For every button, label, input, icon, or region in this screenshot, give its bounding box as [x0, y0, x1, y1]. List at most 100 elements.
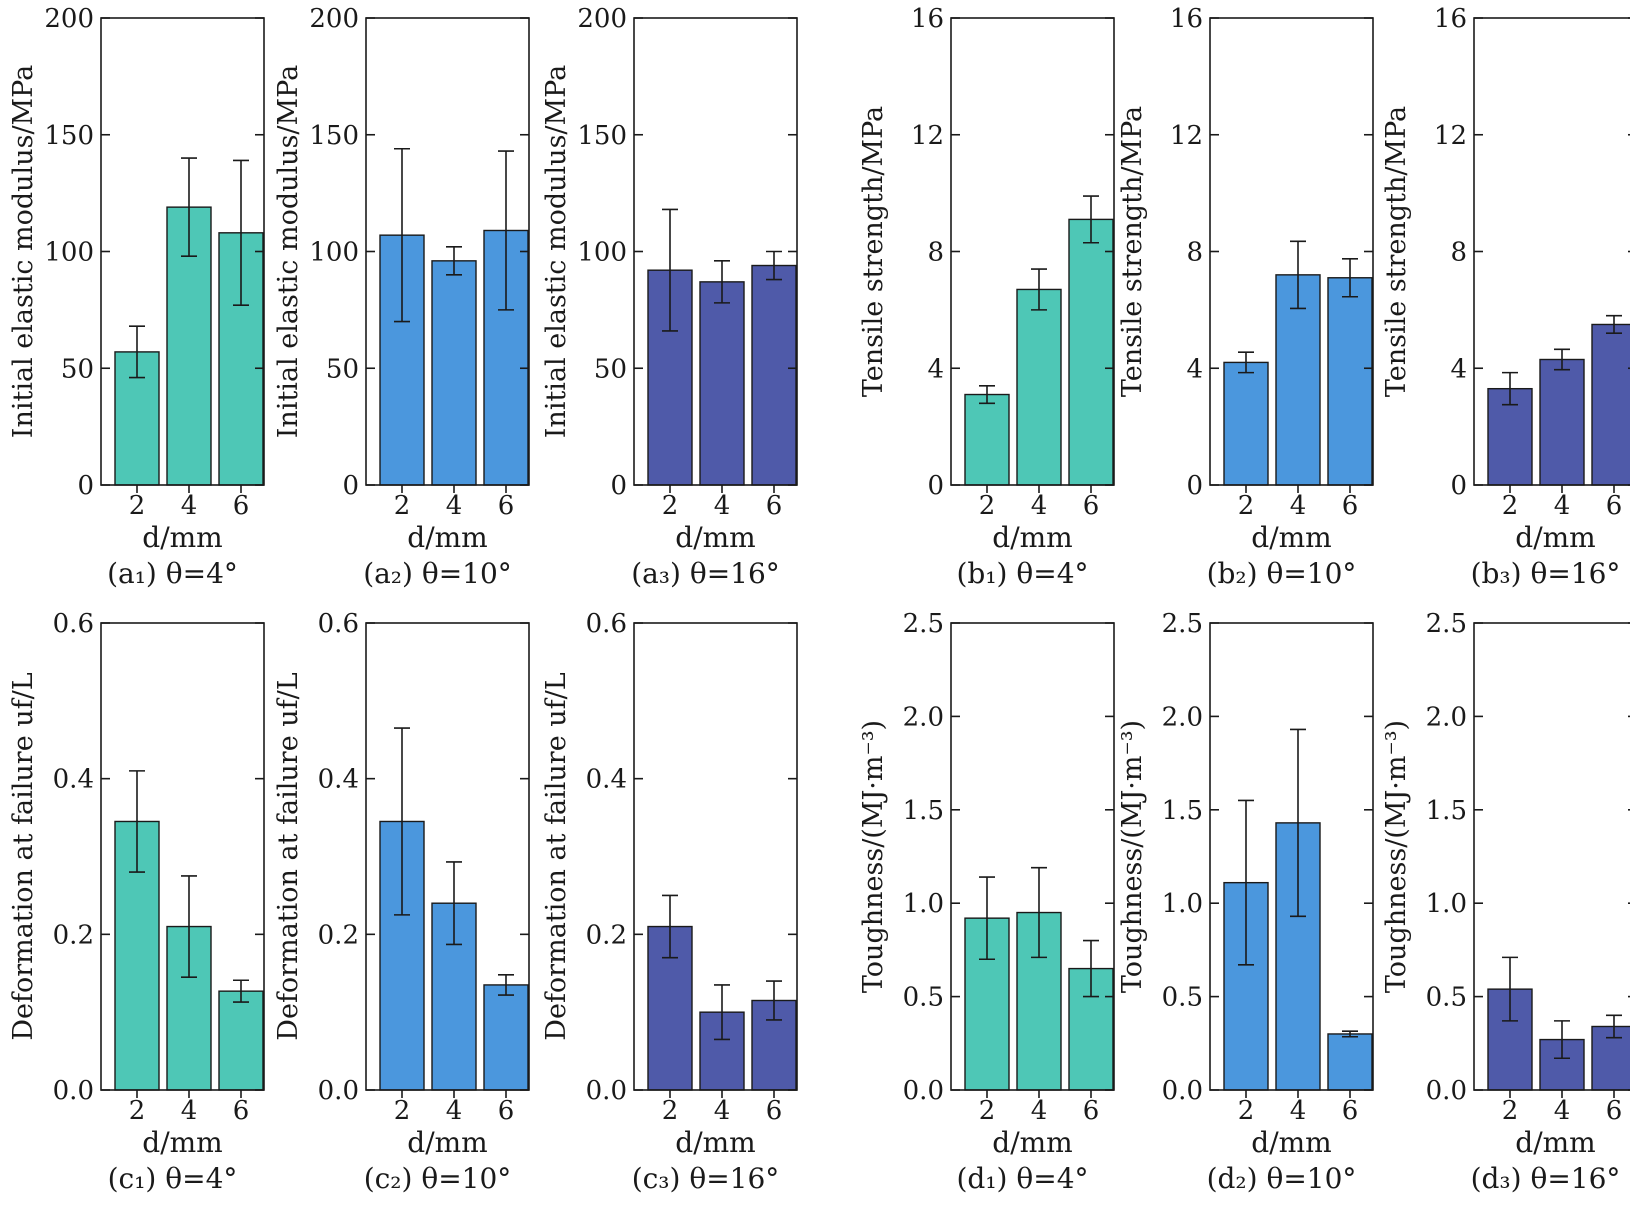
x-tick-label: 6 [1083, 1096, 1100, 1126]
y-tick-label: 4 [927, 354, 944, 384]
chart-panel: 0.0 0.5 1.0 1.5 2.0 2.5 2 4 6 d/mm(d₁) θ=4° Toughn… [858, 609, 1115, 1195]
error-bar [1342, 1030, 1358, 1038]
x-tick-label: 4 [714, 491, 731, 521]
error-bar [662, 894, 678, 959]
y-axis-label: Toughness/(MJ·m⁻³) [1381, 720, 1412, 993]
bar [1539, 358, 1585, 486]
error-bar [1083, 195, 1099, 244]
x-tick-label: 4 [1031, 491, 1048, 521]
y-tick-label: 8 [927, 238, 944, 268]
error-bar [233, 159, 249, 307]
y-tick-label: 4 [1186, 354, 1203, 384]
y-tick-label: 8 [1450, 238, 1467, 268]
y-tick-label: 0 [927, 471, 944, 501]
y-tick-label: 0.2 [586, 920, 627, 950]
error-bar [394, 147, 410, 323]
error-bar [181, 157, 197, 257]
x-tick-label: 2 [129, 491, 146, 521]
error-bar [498, 974, 514, 996]
y-tick-label: 4 [1450, 354, 1467, 384]
error-bar [1083, 939, 1099, 998]
error-bar [446, 861, 462, 946]
y-tick-label: 0.0 [586, 1076, 627, 1106]
x-tick-label: 6 [233, 1096, 250, 1126]
plot-frame [950, 622, 1115, 1091]
error-bar [129, 325, 145, 379]
y-tick-label: 0.0 [318, 1076, 359, 1106]
bar [1591, 323, 1630, 486]
bar [751, 264, 797, 486]
y-tick-label: 8 [1186, 238, 1203, 268]
y-tick-label: 1.5 [1426, 796, 1467, 826]
x-tick-label: 4 [1290, 491, 1307, 521]
chart-panel: 0 4 8 12 16 2 4 6 d/mm(b₁) θ=4° Tensile strength/… [858, 4, 1115, 590]
y-axis-label: Tensile strength/MPa [1117, 106, 1148, 397]
panel-caption: (a₃) θ=16° [631, 557, 780, 590]
y-tick-label: 200 [44, 4, 94, 34]
y-tick-label: 0.2 [318, 920, 359, 950]
error-bar [979, 876, 995, 961]
y-axis-label: Toughness/(MJ·m⁻³) [858, 720, 889, 993]
y-tick-label: 100 [44, 238, 94, 268]
x-tick-label: 2 [1238, 491, 1255, 521]
panel-caption: (d₁) θ=4° [956, 1162, 1088, 1195]
x-tick-label: 6 [1606, 1096, 1623, 1126]
bar [699, 281, 745, 486]
panel-caption: (c₃) θ=16° [632, 1162, 780, 1195]
y-axis-label: Initial elastic modulus/MPa [8, 65, 39, 438]
chart-panel: 0.0 0.2 0.4 0.6 2 4 6 d/mm(c₃) θ=16° Deformation… [541, 609, 798, 1195]
chart-panel: 0.0 0.2 0.4 0.6 2 4 6 d/mm(c₁) θ=4° Deformation … [8, 609, 265, 1195]
x-tick-label: 2 [1238, 1096, 1255, 1126]
x-axis-label: d/mm [407, 521, 487, 554]
bar [431, 260, 477, 486]
x-axis-label: d/mm [675, 521, 755, 554]
panel-caption: (c₂) θ=10° [364, 1162, 512, 1195]
chart-panel: 0.0 0.5 1.0 1.5 2.0 2.5 2 4 6 d/mm(d₂) θ=10° Tough… [1117, 609, 1374, 1195]
y-tick-label: 2.0 [1426, 702, 1467, 732]
panel-caption: (d₂) θ=10° [1207, 1162, 1357, 1195]
error-bar [1031, 866, 1047, 959]
y-tick-label: 12 [911, 121, 944, 151]
y-tick-label: 0.2 [53, 920, 94, 950]
x-tick-label: 4 [181, 1096, 198, 1126]
y-tick-label: 100 [577, 238, 627, 268]
error-bar [1290, 240, 1306, 310]
panel-caption: (b₁) θ=4° [956, 557, 1088, 590]
plot-frame [1209, 622, 1374, 1091]
error-bar [446, 246, 462, 276]
x-tick-label: 6 [233, 491, 250, 521]
y-axis-label: Tensile strength/MPa [858, 106, 889, 397]
y-tick-label: 0.4 [586, 765, 627, 795]
x-tick-label: 4 [1554, 491, 1571, 521]
y-tick-label: 50 [61, 354, 94, 384]
y-tick-label: 1.0 [903, 889, 944, 919]
panel-caption: (a₂) θ=10° [363, 557, 512, 590]
plot-frame [633, 622, 798, 1091]
y-tick-label: 50 [326, 354, 359, 384]
bar [218, 990, 264, 1091]
error-bar [1554, 1020, 1570, 1060]
error-bar [233, 979, 249, 1003]
x-axis-label: d/mm [992, 1126, 1072, 1159]
y-tick-label: 2.5 [1162, 609, 1203, 639]
bar [1275, 274, 1321, 486]
error-bar [979, 384, 995, 405]
x-tick-label: 6 [766, 1096, 783, 1126]
plot-frame [1473, 622, 1630, 1091]
y-tick-label: 16 [1434, 4, 1467, 34]
x-tick-label: 2 [979, 1096, 996, 1126]
error-bar [1290, 728, 1306, 918]
x-tick-label: 4 [181, 491, 198, 521]
y-tick-label: 0.5 [1162, 983, 1203, 1013]
plot-frame [100, 622, 265, 1091]
y-tick-label: 16 [911, 4, 944, 34]
bar [1327, 1033, 1373, 1091]
y-axis-label: Toughness/(MJ·m⁻³) [1117, 720, 1148, 993]
x-axis-label: d/mm [1515, 1126, 1595, 1159]
x-tick-label: 6 [498, 1096, 515, 1126]
y-tick-label: 0.4 [318, 765, 359, 795]
y-tick-label: 0.0 [903, 1076, 944, 1106]
x-tick-label: 2 [394, 491, 411, 521]
panel-caption: (a₁) θ=4° [107, 557, 238, 590]
